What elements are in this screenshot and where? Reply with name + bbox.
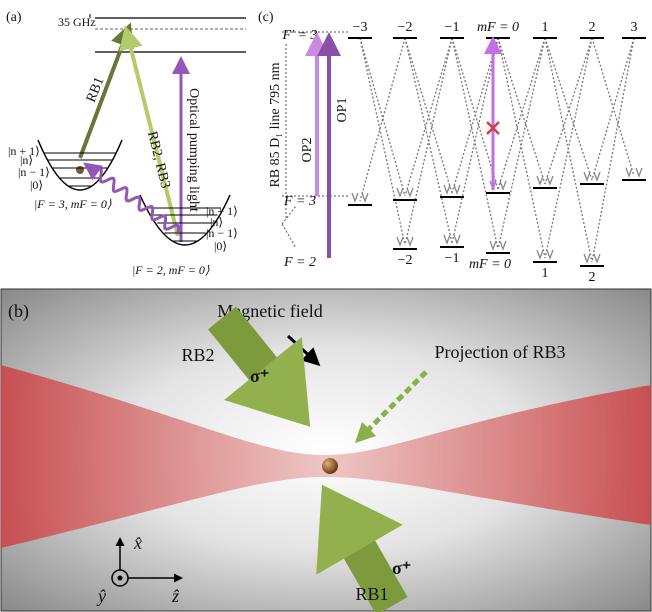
beam-label: OP2 [300,138,315,163]
panel-label: (b) [8,301,29,322]
beam-label: OP1 [335,98,350,123]
axis-y-dot [118,576,123,581]
zeeman-levels: −3 −2 −1 mF = 0 1 2 3 −2 −1 mF = 0 1 2 [348,20,646,285]
transition-path [452,38,498,243]
level-label: |n − 1⟩ [206,226,238,240]
arrival-mark [397,188,413,196]
transition-path [592,38,634,262]
beam-label: Optical pumping light [186,88,201,212]
figure: (a) 35 GHz |n + 1⟩ |n⟩ |n − 1⟩ |0⟩ |F = … [0,0,652,612]
beam-label: RB2 [181,345,214,365]
arrival-mark [490,241,506,249]
sublevel-label: −2 [398,20,413,35]
sublevel-label: 1 [542,266,549,281]
arrival-mark [626,168,642,176]
axis-label: x̂ [133,533,142,553]
atom [322,458,338,474]
level-name: F = 2 [283,255,316,270]
panel-label: (c) [258,10,274,25]
arrival-mark [537,250,553,258]
sublevel-label: −1 [445,251,460,266]
transition-path [545,38,592,180]
arrival-mark [352,193,368,201]
projection-label: Projection of RB3 [435,342,566,362]
panel-c: (c) F′ = 3 F = 3 F = 2 RB 85 D₁ line 795… [258,10,646,285]
state-label: |F = 3, mF = 0⟩ [34,197,112,211]
sublevel-label: mF = 0 [477,20,519,35]
transition-label: RB 85 D₁ line 795 nm [268,62,283,187]
page: { "panel_a": { "label": "(a)", "splittin… [0,0,652,612]
axis-label: ẑ [171,586,180,606]
beam-label: RB1 [355,584,388,604]
level-name: F′ = 3 [281,28,317,43]
sublevel-label: −2 [398,253,413,268]
level-label: |0⟩ [214,239,227,253]
sublevel-label: −3 [353,20,368,35]
polarization-label: σ⁺ [250,366,269,386]
sublevel-label: 3 [631,20,638,35]
transition-path [592,38,634,180]
transition-path [545,38,592,262]
state-label: |F = 2, mF = 0⟩ [132,263,210,277]
arrival-mark [397,237,413,245]
atom [76,166,84,174]
transition-path [360,38,405,245]
axis-label: ŷ [96,586,106,606]
bracket [282,206,296,248]
splitting-label: 35 GHz [58,15,96,29]
level-label: |0⟩ [30,178,43,192]
panel-label: (a) [6,10,22,25]
transition-path [498,38,545,189]
panel-b: (b) Magnetic field σ⁺ σ⁺ RB2 RB1 Project… [1,287,651,612]
transition-path [498,38,545,184]
sublevel-label: 1 [542,20,549,35]
level-label: |n − 1⟩ [18,165,50,179]
sublevel-label: 2 [589,270,596,285]
beam-label: RB2, RB3 [144,130,173,190]
level-name: F = 3 [283,194,316,209]
transition-path [545,38,592,184]
panel-a: (a) 35 GHz |n + 1⟩ |n⟩ |n − 1⟩ |0⟩ |F = … [6,10,246,277]
trap-potential [38,140,122,190]
polarization-label: σ⁺ [392,558,411,578]
sublevel-label: −1 [445,20,460,35]
transition-path [452,38,498,189]
sublevel-label: mF = 0 [469,257,511,272]
arrival-mark [584,254,600,262]
sublevel-label: 2 [589,20,596,35]
